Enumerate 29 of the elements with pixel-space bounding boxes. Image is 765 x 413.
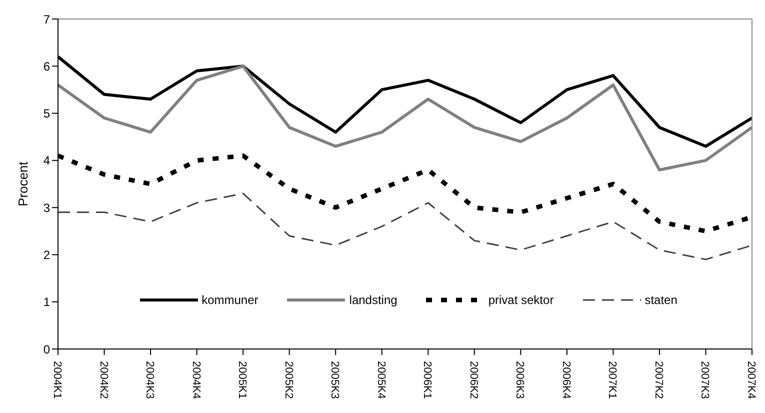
x-tick-label: 2007K3 — [698, 361, 711, 399]
x-tick-label: 2005K3 — [328, 361, 341, 399]
x-tick-label: 2007K2 — [652, 361, 664, 399]
y-tick-label: 6 — [43, 59, 50, 74]
y-tick-label: 3 — [43, 200, 50, 215]
legend-label: privat sektor — [488, 293, 554, 307]
x-tick-label: 2004K1 — [51, 361, 63, 399]
x-tick-label: 2006K3 — [514, 361, 526, 399]
legend-label: staten — [644, 293, 678, 307]
y-tick-label: 5 — [43, 106, 50, 121]
y-tick-label: 4 — [43, 154, 50, 168]
x-tick-label: 2006K2 — [467, 361, 480, 399]
x-tick-label: 2005K1 — [236, 361, 248, 399]
x-tick-label: 2006K1 — [421, 361, 434, 399]
x-tick-label: 2007K4 — [745, 361, 757, 399]
y-tick-label: 2 — [43, 248, 50, 262]
x-tick-label: 2005K4 — [374, 361, 387, 399]
y-tick-label: 0 — [43, 342, 50, 356]
legend-label: landsting — [349, 293, 398, 307]
x-tick-label: 2004K2 — [97, 361, 110, 399]
x-tick-label: 2006K4 — [560, 361, 572, 399]
x-tick-label: 2007K1 — [606, 361, 618, 399]
x-tick-label: 2005K2 — [282, 361, 294, 399]
y-tick-label: 1 — [43, 295, 50, 310]
x-tick-label: 2004K4 — [190, 361, 202, 399]
y-axis-title: Procent — [16, 161, 31, 206]
legend-label: kommuner — [202, 293, 258, 307]
y-tick-label: 7 — [43, 12, 50, 26]
x-tick-label: 2004K3 — [144, 361, 156, 399]
